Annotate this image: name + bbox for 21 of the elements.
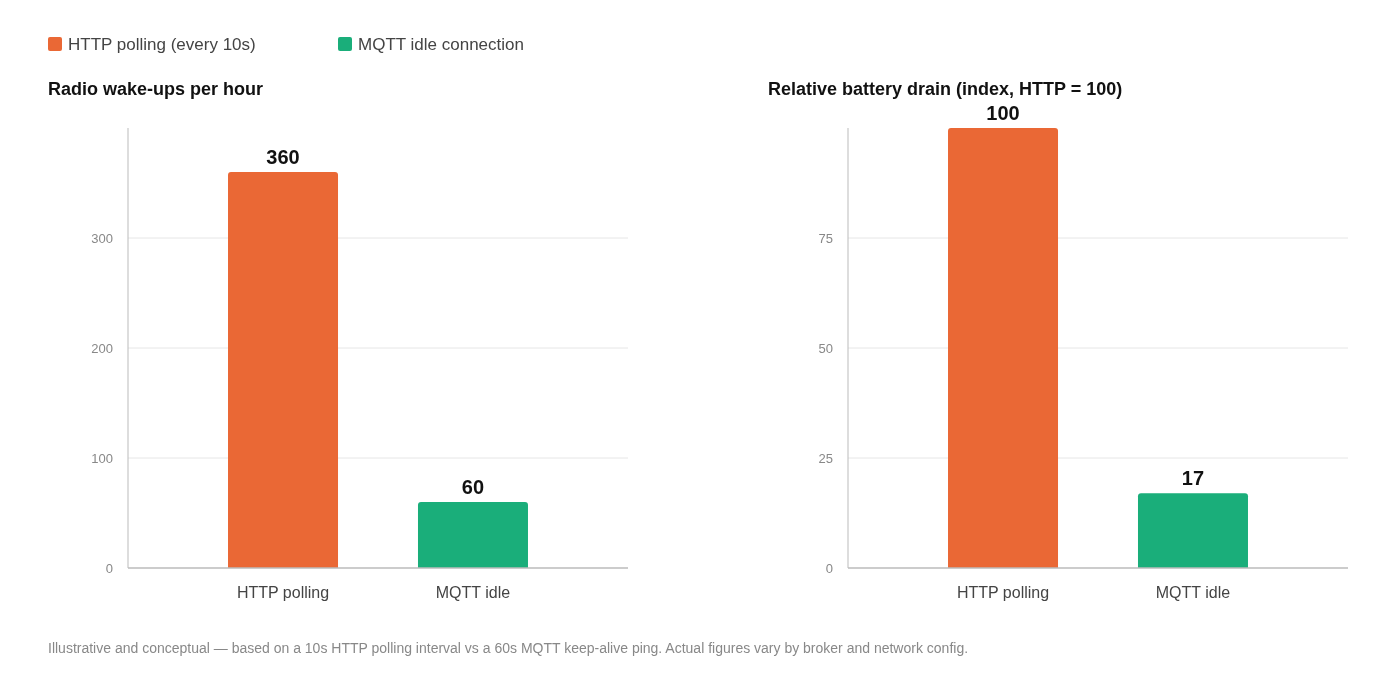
y-tick-label: 300: [91, 230, 113, 246]
data-label: 17: [1181, 467, 1205, 490]
x-tick-label: HTTP polling: [956, 584, 1050, 601]
text: Illustrative and conceptual — based on a 10s HTTP polling interval vs a 60s MQTT keep-alive ping. Actual figures vary by broker and network config.: [48, 639, 969, 656]
legend-label: MQTT idle connection: [358, 34, 524, 54]
y-tick-label: 0: [105, 560, 113, 576]
x-tick-label: MQTT idle: [435, 584, 511, 601]
y-tick-label: 75: [818, 230, 833, 246]
data-label: 60: [461, 476, 485, 498]
x-tick-label: MQTT idle: [1155, 584, 1231, 601]
y-tick-label: 100: [91, 450, 113, 466]
legend-label: HTTP polling (every 10s): [68, 34, 256, 54]
data-label: 360: [266, 146, 300, 168]
chart-title: Radio wake-ups per hour: [48, 79, 264, 99]
y-tick-label: 200: [91, 340, 113, 356]
y-tick-label: 0: [825, 560, 833, 576]
y-tick-label: 50: [818, 340, 833, 356]
y-tick-label: 25: [818, 450, 833, 466]
data-label: 100: [986, 102, 1020, 124]
x-tick-label: HTTP polling: [236, 584, 330, 601]
chart-title: Relative battery drain (index, HTTP = 100): [768, 79, 1123, 99]
